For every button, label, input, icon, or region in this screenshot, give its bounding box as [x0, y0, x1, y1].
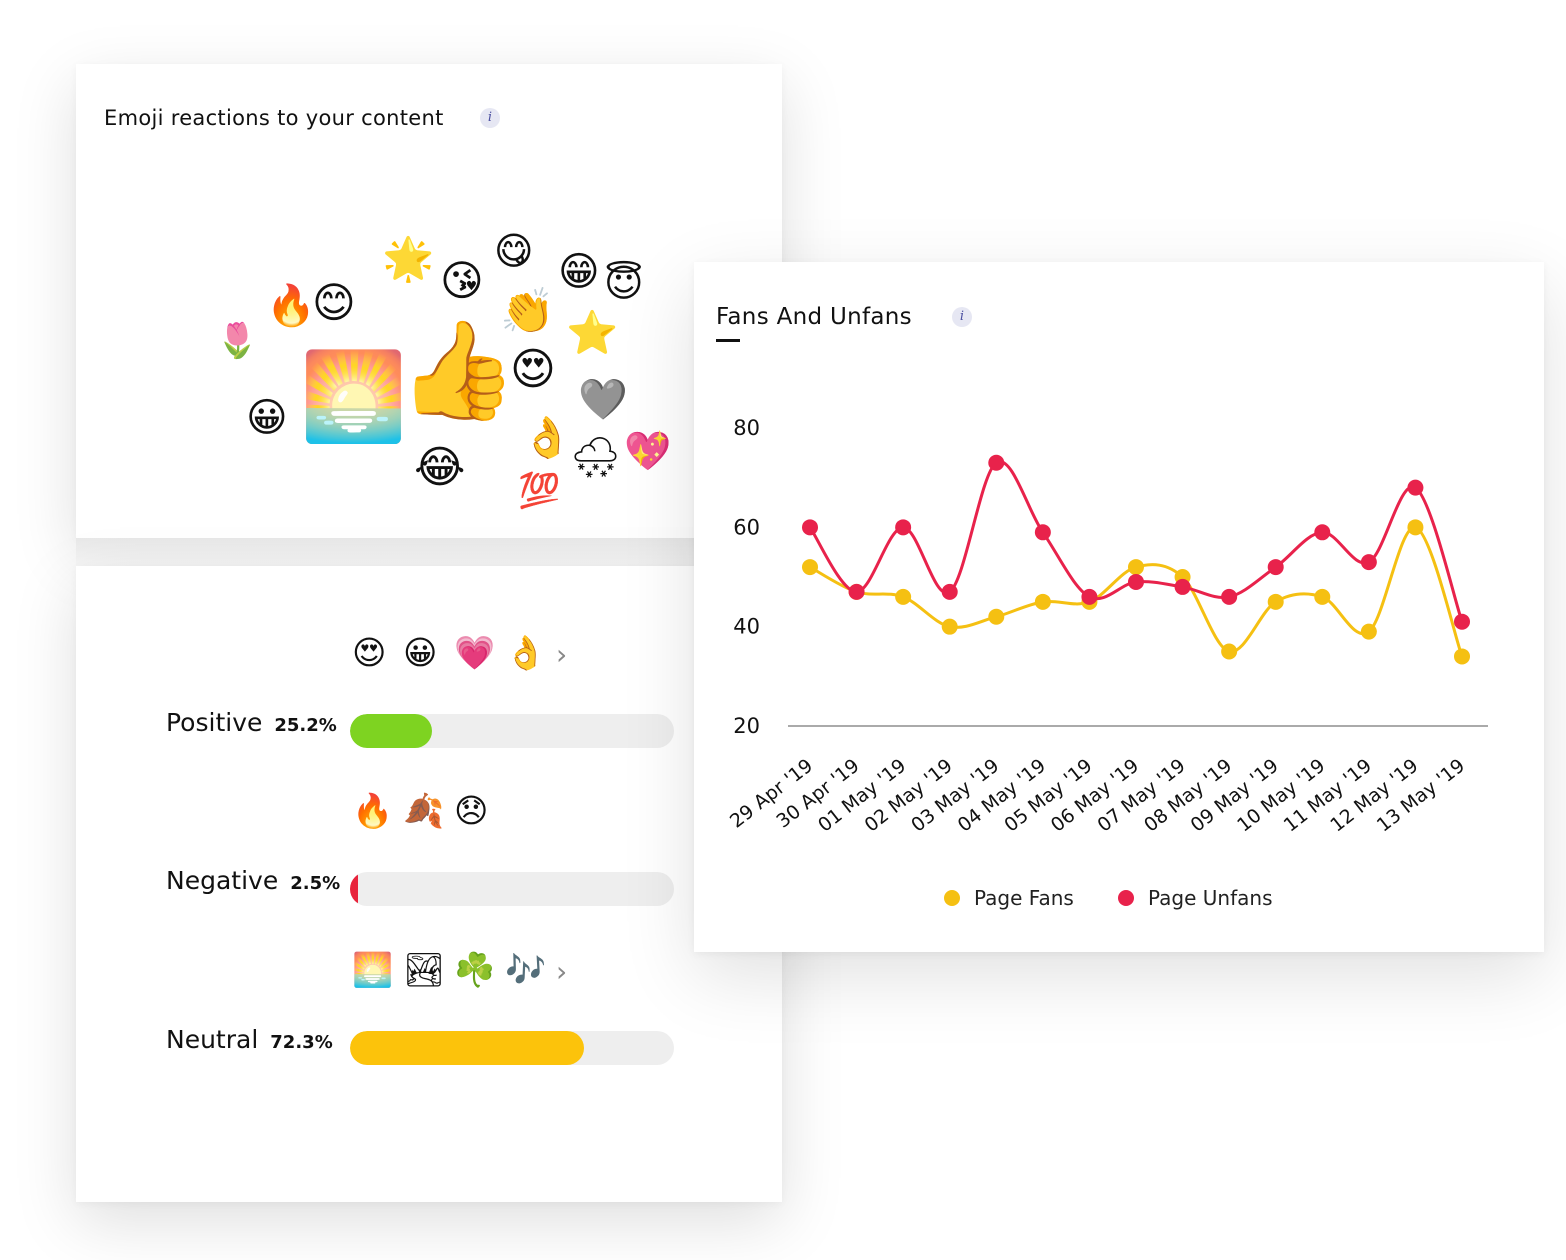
- legend-dot-icon: [1118, 889, 1134, 906]
- page-unfans-point: [1081, 588, 1098, 605]
- sentiment-emoji-row-negative: 🔥 🍂 😞: [352, 794, 505, 827]
- kiss-face-icon: 😘: [440, 256, 484, 305]
- sentiment-label-positive: Positive: [166, 708, 263, 737]
- y-tick-label: 60: [733, 515, 760, 539]
- sentiment-bar-track-positive: [350, 714, 674, 748]
- y-tick-label: 40: [733, 615, 760, 639]
- legend-dot-icon: [944, 889, 960, 906]
- page-unfans-point: [1360, 554, 1377, 571]
- page-fans-point: [1267, 593, 1284, 610]
- heart-eyes-icon: 😍: [352, 633, 387, 672]
- sentiment-label-negative: Negative: [166, 866, 279, 895]
- page-unfans-point: [1034, 524, 1051, 541]
- ok-hand-icon: 👌: [522, 415, 572, 461]
- tulip-icon: 🌷: [216, 321, 259, 361]
- page-unfans-point: [1128, 573, 1144, 590]
- halo-face-icon: 😇: [604, 261, 644, 305]
- yum-face-icon: 😋: [494, 229, 534, 273]
- page-unfans-point: [1267, 559, 1284, 576]
- sparkling-heart-icon: 💖: [624, 429, 672, 473]
- page-fans-point: [1407, 519, 1424, 536]
- shamrock-icon: ☘️: [454, 950, 496, 989]
- fans-unfans-card: Fans And Unfans i 20 40 60 80 29 Apr '19 30 A…: [694, 262, 1544, 952]
- info-icon[interactable]: i: [480, 108, 500, 128]
- title-underline: [716, 339, 740, 342]
- disappointed-face-icon: 😞: [454, 791, 489, 830]
- sentiment-percent-negative: 2.5%: [290, 873, 341, 894]
- glowing-star-icon: 🌟: [382, 234, 435, 283]
- legend-label: Page Unfans: [1148, 886, 1273, 910]
- ok-hand-icon: 👌: [505, 633, 547, 672]
- heart-eyes-icon: 😍: [510, 344, 556, 395]
- page-unfans-point: [895, 519, 912, 536]
- emoji-reactions-card: Emoji reactions to your content i 🌷 🔥 😊 🌟 😘 😋…: [76, 64, 782, 538]
- card-divider-shadow: [76, 538, 694, 566]
- sentiment-emoji-row-positive: 😍 😀 💗 👌 ›: [352, 636, 567, 669]
- fallen-leaf-icon: 🍂: [403, 791, 445, 830]
- emoji-card-title: Emoji reactions to your content: [104, 106, 444, 130]
- page-unfans-point: [1314, 524, 1331, 541]
- sentiment-percent-neutral: 72.3%: [270, 1032, 333, 1053]
- grin-face-icon: 😁: [558, 249, 600, 295]
- page-fans-point: [895, 588, 912, 605]
- page-fans-line: [809, 525, 1464, 657]
- grinning-face-icon: 😀: [403, 633, 438, 672]
- sentiment-label-neutral: Neutral: [166, 1025, 259, 1054]
- page-unfans-point: [848, 583, 865, 600]
- page-fans-point: [941, 618, 958, 635]
- national-park-icon: 🏞: [403, 950, 445, 989]
- y-tick-label: 80: [733, 416, 760, 440]
- tears-of-joy-icon: 😂: [414, 442, 466, 493]
- sunrise-icon: 🌅: [300, 347, 408, 447]
- page-unfans-point: [941, 583, 958, 600]
- y-tick-label: 20: [733, 714, 760, 738]
- grinning-face-icon: 😀: [246, 395, 288, 441]
- info-icon[interactable]: i: [952, 307, 972, 327]
- sentiment-bar-track-negative: [350, 872, 674, 906]
- clapping-hands-icon: 👏: [500, 286, 555, 337]
- page-fans-point: [802, 559, 818, 576]
- hundred-points-icon: 💯: [518, 471, 561, 511]
- chevron-right-icon[interactable]: ›: [556, 638, 568, 671]
- page-unfans-point: [802, 519, 818, 536]
- page-unfans-point: [1454, 613, 1470, 630]
- sentiment-bar-fill-neutral: [350, 1031, 585, 1065]
- page-unfans-point: [1407, 479, 1424, 496]
- music-notes-icon: 🎶: [505, 950, 547, 989]
- grey-heart-icon: 🩶: [578, 377, 628, 423]
- legend-item[interactable]: Page Unfans: [1118, 886, 1272, 910]
- page-unfans-point: [1174, 578, 1191, 595]
- chevron-right-icon[interactable]: ›: [556, 955, 568, 988]
- sentiment-emoji-row-neutral: 🌅 🏞 ☘️ 🎶 ›: [352, 953, 567, 986]
- sentiment-bar-track-neutral: [350, 1031, 674, 1065]
- page-fans-point: [1128, 559, 1144, 576]
- page-fans-point: [1314, 588, 1331, 605]
- page-fans-point: [1360, 623, 1377, 640]
- fans-card-title: Fans And Unfans: [716, 304, 912, 330]
- sunrise-icon: 🌅: [352, 950, 394, 989]
- page-fans-point: [1221, 643, 1238, 660]
- sentiment-card: 😍 😀 💗 👌 › Positive 25.2% 🔥 🍂 😞 Negative 2.5% 🌅 🏞 ☘️ 🎶 › N…: [76, 566, 782, 1202]
- fire-icon: 🔥: [352, 791, 394, 830]
- page-unfans-point: [988, 454, 1005, 471]
- pink-heart-icon: 💗: [454, 633, 496, 672]
- page-fans-point: [988, 608, 1005, 625]
- star-icon: ⭐: [566, 308, 619, 357]
- sentiment-bar-fill-negative: [350, 872, 359, 906]
- thumbs-up-icon: 👍: [398, 314, 518, 426]
- legend-item[interactable]: Page Fans: [944, 886, 1074, 910]
- page-fans-point: [1454, 648, 1470, 665]
- legend-label: Page Fans: [974, 886, 1074, 910]
- fire-icon: 🔥: [266, 283, 316, 329]
- sentiment-percent-positive: 25.2%: [274, 715, 337, 736]
- smiling-face-icon: 😊: [312, 278, 356, 327]
- page-unfans-point: [1221, 588, 1238, 605]
- sentiment-bar-fill-positive: [350, 714, 432, 748]
- snow-cloud-icon: 🌨: [570, 435, 621, 481]
- page-fans-point: [1034, 593, 1051, 610]
